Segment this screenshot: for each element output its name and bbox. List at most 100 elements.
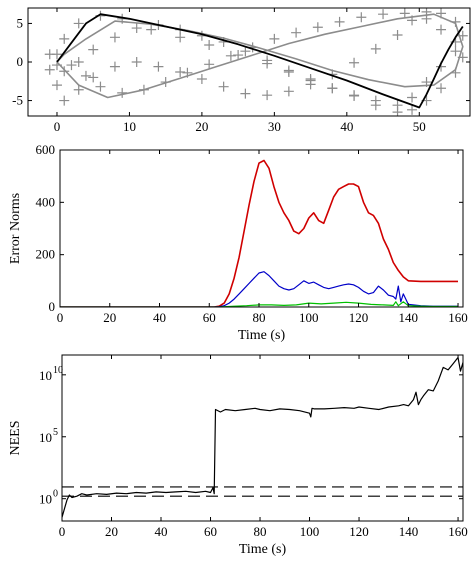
landmark-marker [204, 40, 215, 51]
series-line [56, 13, 464, 99]
plot-area [62, 356, 463, 518]
x-tick-label: 140 [399, 524, 419, 539]
x-axis-label: Time (s) [239, 542, 287, 557]
x-tick-label: 120 [349, 524, 369, 539]
x-tick-label: 20 [105, 524, 118, 539]
x-tick-label: 60 [203, 310, 216, 325]
landmark-marker [399, 8, 410, 19]
landmark-marker [146, 24, 157, 35]
landmark-marker [175, 67, 186, 78]
landmark-marker [378, 9, 389, 20]
y-tick-label: 400 [36, 194, 56, 209]
x-tick-label: 140 [399, 310, 419, 325]
plot-area [60, 159, 458, 307]
landmark-marker [80, 70, 91, 81]
y-tick-label: 600 [36, 142, 56, 157]
x-tick-label: 10 [123, 119, 136, 134]
landmark-marker [225, 50, 236, 61]
landmark-marker [131, 57, 142, 67]
x-tick-label: 120 [349, 310, 369, 325]
landmark-marker [51, 49, 62, 60]
landmark-marker [436, 83, 447, 94]
x-tick-label: 160 [448, 310, 468, 325]
x-tick-label: 40 [340, 119, 353, 134]
landmark-marker [240, 88, 251, 99]
landmark-marker [407, 104, 418, 115]
y-tick-label: -5 [12, 93, 23, 108]
landmark-marker [88, 72, 99, 83]
landmark-marker [240, 46, 251, 57]
landmark-marker [59, 66, 70, 77]
x-tick-label: 80 [253, 310, 266, 325]
landmark-marker [233, 50, 244, 61]
landmark-marker [327, 83, 338, 94]
y-tick-exponent: 5 [53, 427, 58, 438]
landmark-marker [356, 12, 367, 23]
x-tick-label: 0 [59, 524, 66, 539]
landmark-marker [370, 43, 381, 54]
landmark-marker [312, 22, 323, 33]
landmark-marker [109, 61, 120, 72]
x-tick-label: 0 [57, 310, 64, 325]
chart-panel-2: 0 20 40 60 80 100 120 140 160 0 200 400 600 Time (s) E… [8, 142, 468, 343]
landmark-marker [59, 95, 70, 106]
axes-frame [59, 149, 464, 308]
landmark-marker [153, 61, 164, 72]
landmark-marker [204, 59, 215, 70]
x-tick-label: 50 [413, 119, 426, 134]
x-tick-label: 20 [103, 310, 116, 325]
y-tick-label: 0 [17, 54, 24, 69]
landmark-marker [392, 107, 403, 116]
y-tick-exponent: 0 [53, 489, 58, 500]
series-line [56, 13, 464, 109]
series-line [60, 271, 458, 307]
landmark-marker [88, 44, 99, 55]
y-tick-exponent: 10 [53, 365, 63, 376]
landmark-marker [392, 30, 403, 40]
landmark-marker [218, 81, 229, 92]
x-tick-label: 100 [300, 524, 320, 539]
y-axis-label: NEES [8, 421, 23, 456]
y-tick-label: 200 [36, 247, 56, 262]
y-tick-label: 0 [49, 299, 56, 314]
landmark-marker [283, 65, 294, 76]
landmark-marker [117, 87, 128, 98]
x-tick-label: 0 [54, 119, 61, 134]
x-tick-label: 30 [268, 119, 281, 134]
y-axis-label: Error Norms [8, 193, 23, 264]
landmark-marker [59, 33, 70, 44]
landmark-marker [370, 100, 381, 111]
y-tick-label: 5 [17, 15, 24, 30]
plot-area [44, 8, 468, 116]
x-tick-label: 160 [448, 524, 468, 539]
landmark-marker [109, 32, 120, 43]
landmark-marker [73, 84, 84, 95]
y-tick-label: 10 [39, 430, 52, 445]
landmark-marker [436, 24, 447, 35]
x-tick-label: 80 [254, 524, 267, 539]
x-axis-label: Time (s) [238, 328, 286, 343]
x-tick-label: 20 [195, 119, 208, 134]
y-tick-label: 10 [39, 368, 52, 383]
landmark-marker [262, 90, 273, 101]
landmark-marker [66, 60, 77, 71]
series-line [62, 356, 463, 518]
landmark-marker [349, 57, 360, 68]
landmark-marker [269, 33, 280, 44]
landmark-marker [291, 27, 302, 38]
x-tick-label: 60 [204, 524, 217, 539]
landmark-marker [450, 46, 461, 57]
landmark-marker [44, 64, 55, 75]
landmark-marker [73, 18, 84, 29]
landmark-marker [305, 73, 316, 84]
landmark-marker [131, 23, 142, 34]
y-tick-label: 10 [39, 492, 52, 507]
landmark-marker [407, 92, 418, 103]
landmark-marker [73, 57, 84, 67]
landmark-marker [349, 90, 360, 101]
series-line [60, 159, 458, 307]
x-tick-label: 40 [155, 524, 168, 539]
